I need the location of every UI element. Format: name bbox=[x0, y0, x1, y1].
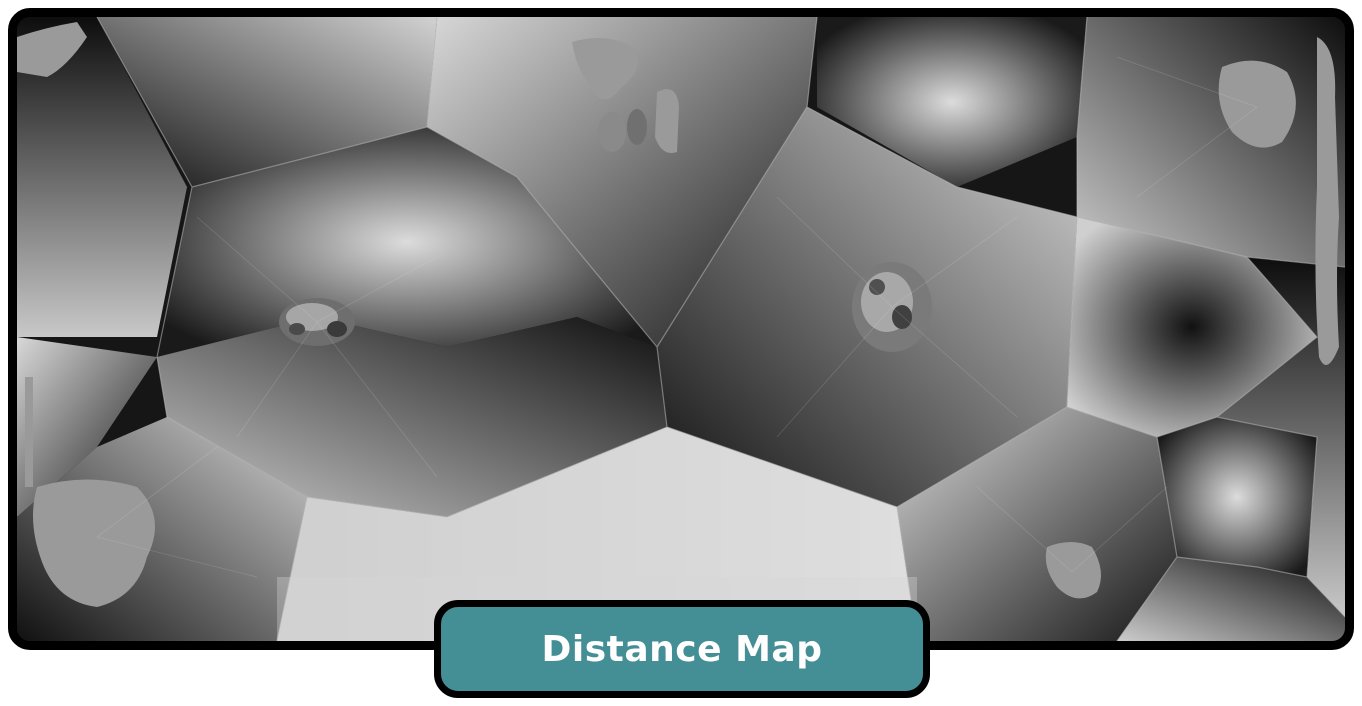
seed-region bbox=[655, 89, 679, 153]
seed-cluster bbox=[279, 298, 355, 346]
region-cell bbox=[97, 17, 437, 187]
region-cell bbox=[157, 317, 667, 517]
region-cell bbox=[17, 17, 187, 337]
region-cell bbox=[17, 337, 157, 517]
label-text: Distance Map bbox=[541, 628, 823, 670]
region-cell bbox=[817, 17, 1087, 187]
seed-region bbox=[25, 377, 33, 487]
seed-cluster bbox=[598, 109, 647, 152]
seed-region bbox=[17, 22, 87, 77]
seed-region bbox=[1315, 37, 1339, 365]
seed-region bbox=[33, 479, 155, 607]
distance-map-label: Distance Map bbox=[434, 600, 930, 698]
region-cell bbox=[277, 427, 917, 641]
region-cell bbox=[157, 127, 657, 357]
distance-map-frame bbox=[8, 8, 1354, 650]
region-cell bbox=[1217, 257, 1345, 617]
region-cell bbox=[1067, 217, 1317, 437]
seed-region bbox=[572, 38, 638, 100]
region-cell bbox=[897, 407, 1177, 641]
region-cell bbox=[427, 17, 817, 347]
region-cell bbox=[1157, 417, 1317, 577]
seed-cluster bbox=[852, 262, 932, 352]
region-cell bbox=[1117, 557, 1345, 641]
seed-region bbox=[1045, 542, 1101, 599]
distance-map-image bbox=[17, 17, 1345, 641]
seed-region bbox=[1218, 60, 1296, 148]
